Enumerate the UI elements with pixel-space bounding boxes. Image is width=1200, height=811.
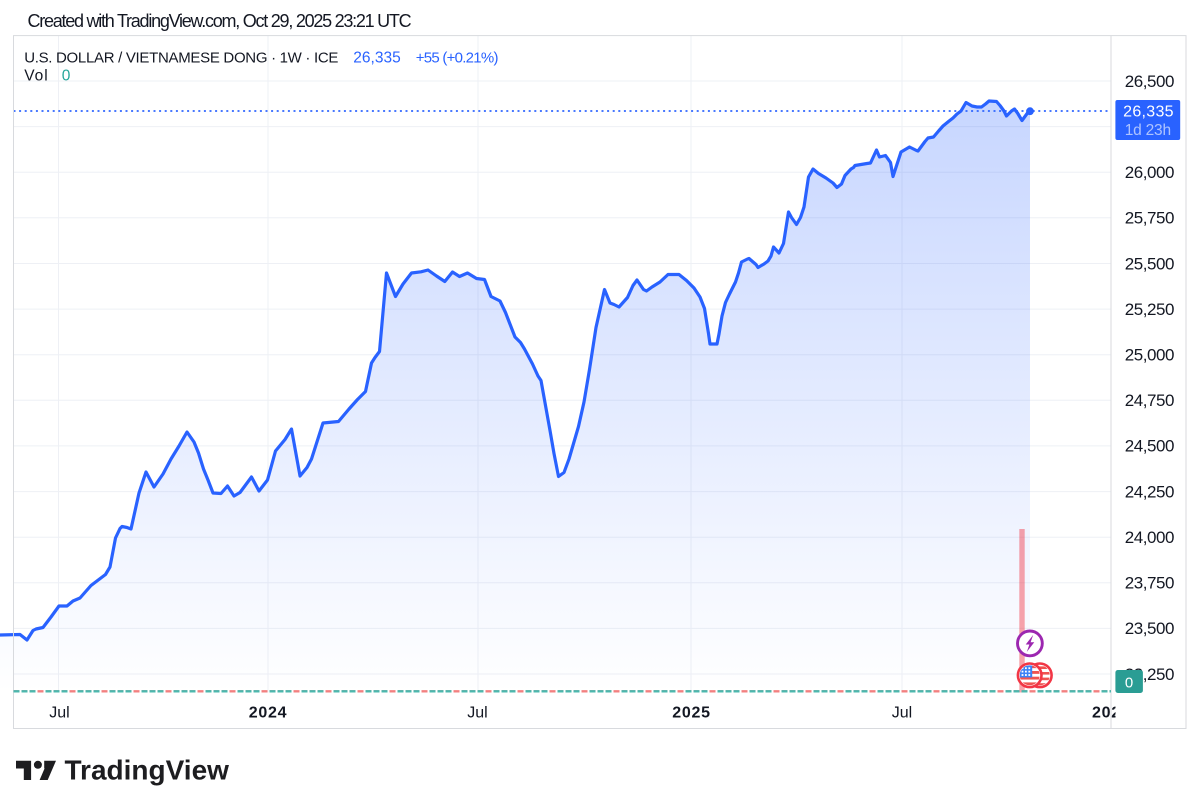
svg-text:26,335: 26,335 (1123, 103, 1174, 120)
svg-text:Jul: Jul (49, 705, 69, 722)
svg-text:+55 (+0.21%): +55 (+0.21%) (416, 50, 499, 67)
svg-text:25,500: 25,500 (1125, 254, 1174, 273)
svg-text:26,000: 26,000 (1125, 163, 1174, 182)
svg-text:26,335: 26,335 (353, 50, 400, 67)
svg-text:2026: 2026 (1092, 705, 1130, 722)
svg-text:U.S. DOLLAR / VIETNAMESE DONG: U.S. DOLLAR / VIETNAMESE DONG · 1W · ICE (24, 50, 338, 67)
svg-text:0: 0 (1125, 674, 1133, 691)
svg-text:TradingView: TradingView (65, 755, 230, 786)
svg-text:0: 0 (62, 67, 71, 84)
svg-text:Vol: Vol (24, 67, 49, 84)
svg-text:Jul: Jul (467, 705, 487, 722)
svg-text:25,250: 25,250 (1125, 300, 1174, 319)
svg-text:23,500: 23,500 (1125, 619, 1174, 638)
svg-text:25,750: 25,750 (1125, 209, 1174, 228)
svg-text:23,750: 23,750 (1125, 574, 1174, 593)
svg-text:24,250: 24,250 (1125, 482, 1174, 501)
svg-text:1d 23h: 1d 23h (1125, 122, 1171, 139)
svg-text:Created with TradingView.com,: Created with TradingView.com, Oct 29, 20… (28, 11, 412, 31)
svg-text:24,750: 24,750 (1125, 391, 1174, 410)
svg-text:26,500: 26,500 (1125, 72, 1174, 91)
svg-text:2024: 2024 (249, 705, 287, 722)
svg-text:24,500: 24,500 (1125, 437, 1174, 456)
svg-text:Jul: Jul (892, 705, 912, 722)
svg-text:25,000: 25,000 (1125, 346, 1174, 365)
svg-text:2025: 2025 (672, 705, 710, 722)
svg-text:24,000: 24,000 (1125, 528, 1174, 547)
